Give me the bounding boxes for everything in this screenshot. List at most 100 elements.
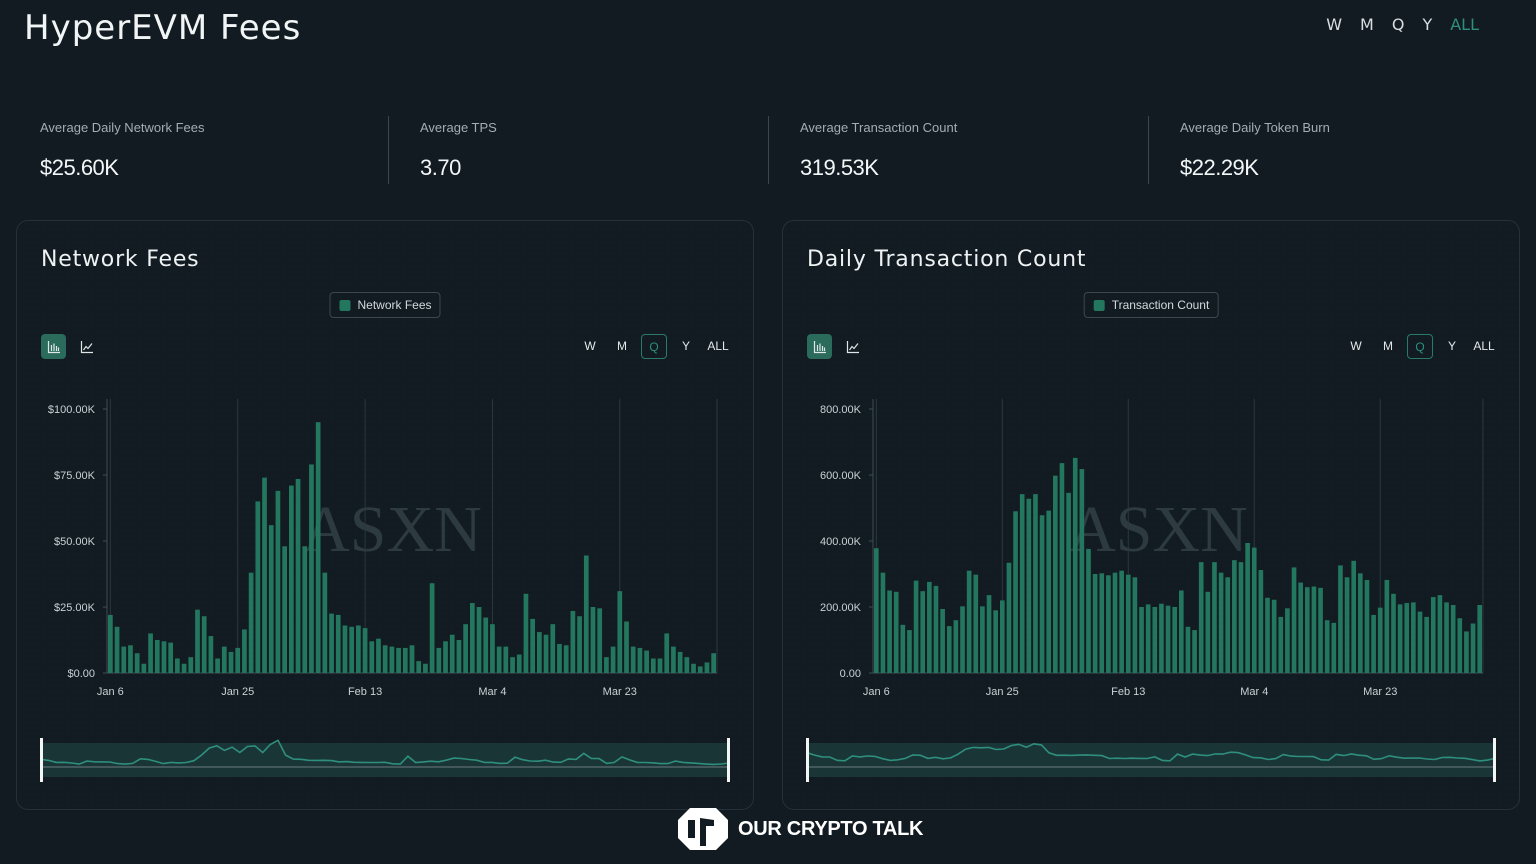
- bar[interactable]: [268, 525, 274, 673]
- range-w[interactable]: W: [1350, 339, 1362, 353]
- bar[interactable]: [604, 657, 609, 673]
- bar[interactable]: [228, 651, 234, 673]
- global-range-m[interactable]: M: [1360, 15, 1374, 34]
- bar[interactable]: [583, 555, 589, 673]
- bar[interactable]: [543, 634, 549, 673]
- bar[interactable]: [684, 657, 690, 673]
- global-range-q[interactable]: Q: [1391, 15, 1405, 34]
- bar[interactable]: [141, 663, 147, 673]
- bar[interactable]: [168, 642, 174, 673]
- brush-handle-left[interactable]: [806, 738, 809, 782]
- bar[interactable]: [1192, 630, 1197, 673]
- bar[interactable]: [108, 614, 113, 673]
- bar[interactable]: [946, 626, 952, 673]
- bar[interactable]: [630, 646, 636, 673]
- bar[interactable]: [443, 641, 448, 673]
- bar[interactable]: [920, 591, 926, 673]
- bar[interactable]: [1298, 582, 1303, 673]
- transaction-count-brush[interactable]: [799, 733, 1503, 783]
- bar[interactable]: [1072, 457, 1078, 673]
- bar[interactable]: [570, 610, 576, 673]
- global-range-w[interactable]: W: [1326, 15, 1343, 34]
- bar[interactable]: [1205, 591, 1211, 673]
- bar[interactable]: [1404, 603, 1410, 673]
- bar[interactable]: [128, 645, 133, 673]
- bar[interactable]: [1019, 494, 1025, 673]
- bar[interactable]: [1251, 547, 1257, 673]
- bar[interactable]: [1119, 570, 1124, 673]
- bar[interactable]: [476, 607, 482, 673]
- bar[interactable]: [322, 572, 328, 673]
- bar[interactable]: [235, 647, 241, 673]
- bar[interactable]: [986, 595, 992, 673]
- network-fees-brush[interactable]: [33, 733, 737, 783]
- bar[interactable]: [456, 640, 462, 673]
- bar[interactable]: [496, 646, 502, 673]
- bar[interactable]: [1457, 618, 1463, 673]
- bar[interactable]: [577, 616, 582, 673]
- bar[interactable]: [282, 546, 287, 673]
- bar[interactable]: [1430, 597, 1436, 673]
- bar[interactable]: [1099, 573, 1105, 673]
- bar[interactable]: [1179, 590, 1184, 674]
- bar[interactable]: [1364, 579, 1370, 673]
- bar[interactable]: [1198, 562, 1204, 673]
- bar[interactable]: [309, 464, 314, 673]
- bar[interactable]: [874, 548, 879, 673]
- bar[interactable]: [1437, 595, 1443, 673]
- brush-handle-right[interactable]: [727, 738, 730, 782]
- global-range-all[interactable]: ALL: [1450, 15, 1479, 34]
- bar[interactable]: [1344, 577, 1350, 673]
- bar[interactable]: [1391, 593, 1396, 673]
- bar[interactable]: [1245, 542, 1250, 673]
- bar[interactable]: [242, 629, 247, 673]
- bar[interactable]: [1338, 565, 1343, 673]
- bar[interactable]: [329, 613, 334, 673]
- bar[interactable]: [940, 608, 945, 673]
- bar[interactable]: [1258, 570, 1264, 673]
- bar[interactable]: [1165, 605, 1171, 673]
- bar[interactable]: [315, 422, 321, 673]
- bar[interactable]: [1331, 622, 1337, 673]
- bar[interactable]: [550, 624, 556, 673]
- bar[interactable]: [302, 546, 308, 673]
- bar[interactable]: [510, 657, 515, 673]
- range-m[interactable]: M: [617, 339, 627, 353]
- bar[interactable]: [275, 490, 281, 673]
- bar[interactable]: [1092, 574, 1098, 673]
- global-range-y[interactable]: Y: [1422, 15, 1433, 34]
- bar[interactable]: [356, 625, 361, 673]
- bar[interactable]: [402, 647, 408, 673]
- bar[interactable]: [880, 572, 886, 673]
- bar[interactable]: [1066, 492, 1071, 673]
- bar[interactable]: [288, 485, 294, 673]
- bar[interactable]: [999, 600, 1005, 673]
- bar[interactable]: [1324, 620, 1330, 673]
- bar[interactable]: [369, 641, 375, 673]
- bar[interactable]: [1059, 463, 1065, 673]
- bar[interactable]: [1278, 616, 1284, 673]
- bar[interactable]: [1371, 614, 1376, 673]
- brush-handle-left[interactable]: [40, 738, 43, 782]
- bar[interactable]: [650, 658, 656, 673]
- bar[interactable]: [1397, 604, 1403, 673]
- bar[interactable]: [1470, 623, 1476, 674]
- range-y[interactable]: Y: [681, 339, 690, 353]
- bar[interactable]: [516, 654, 522, 673]
- bar[interactable]: [248, 572, 254, 673]
- bar[interactable]: [1444, 602, 1449, 673]
- bar[interactable]: [1112, 572, 1118, 673]
- brush-selection[interactable]: [807, 743, 1495, 777]
- brush-selection[interactable]: [41, 743, 729, 777]
- bar[interactable]: [1417, 611, 1423, 673]
- line-chart-toggle[interactable]: [840, 334, 865, 359]
- bar[interactable]: [617, 591, 623, 673]
- bar[interactable]: [114, 626, 120, 673]
- bar[interactable]: [409, 645, 415, 673]
- bar[interactable]: [1132, 577, 1138, 673]
- bar[interactable]: [530, 618, 536, 673]
- bar[interactable]: [927, 581, 932, 673]
- bar[interactable]: [1411, 602, 1416, 673]
- range-all[interactable]: ALL: [1473, 339, 1495, 353]
- bar[interactable]: [1046, 510, 1052, 673]
